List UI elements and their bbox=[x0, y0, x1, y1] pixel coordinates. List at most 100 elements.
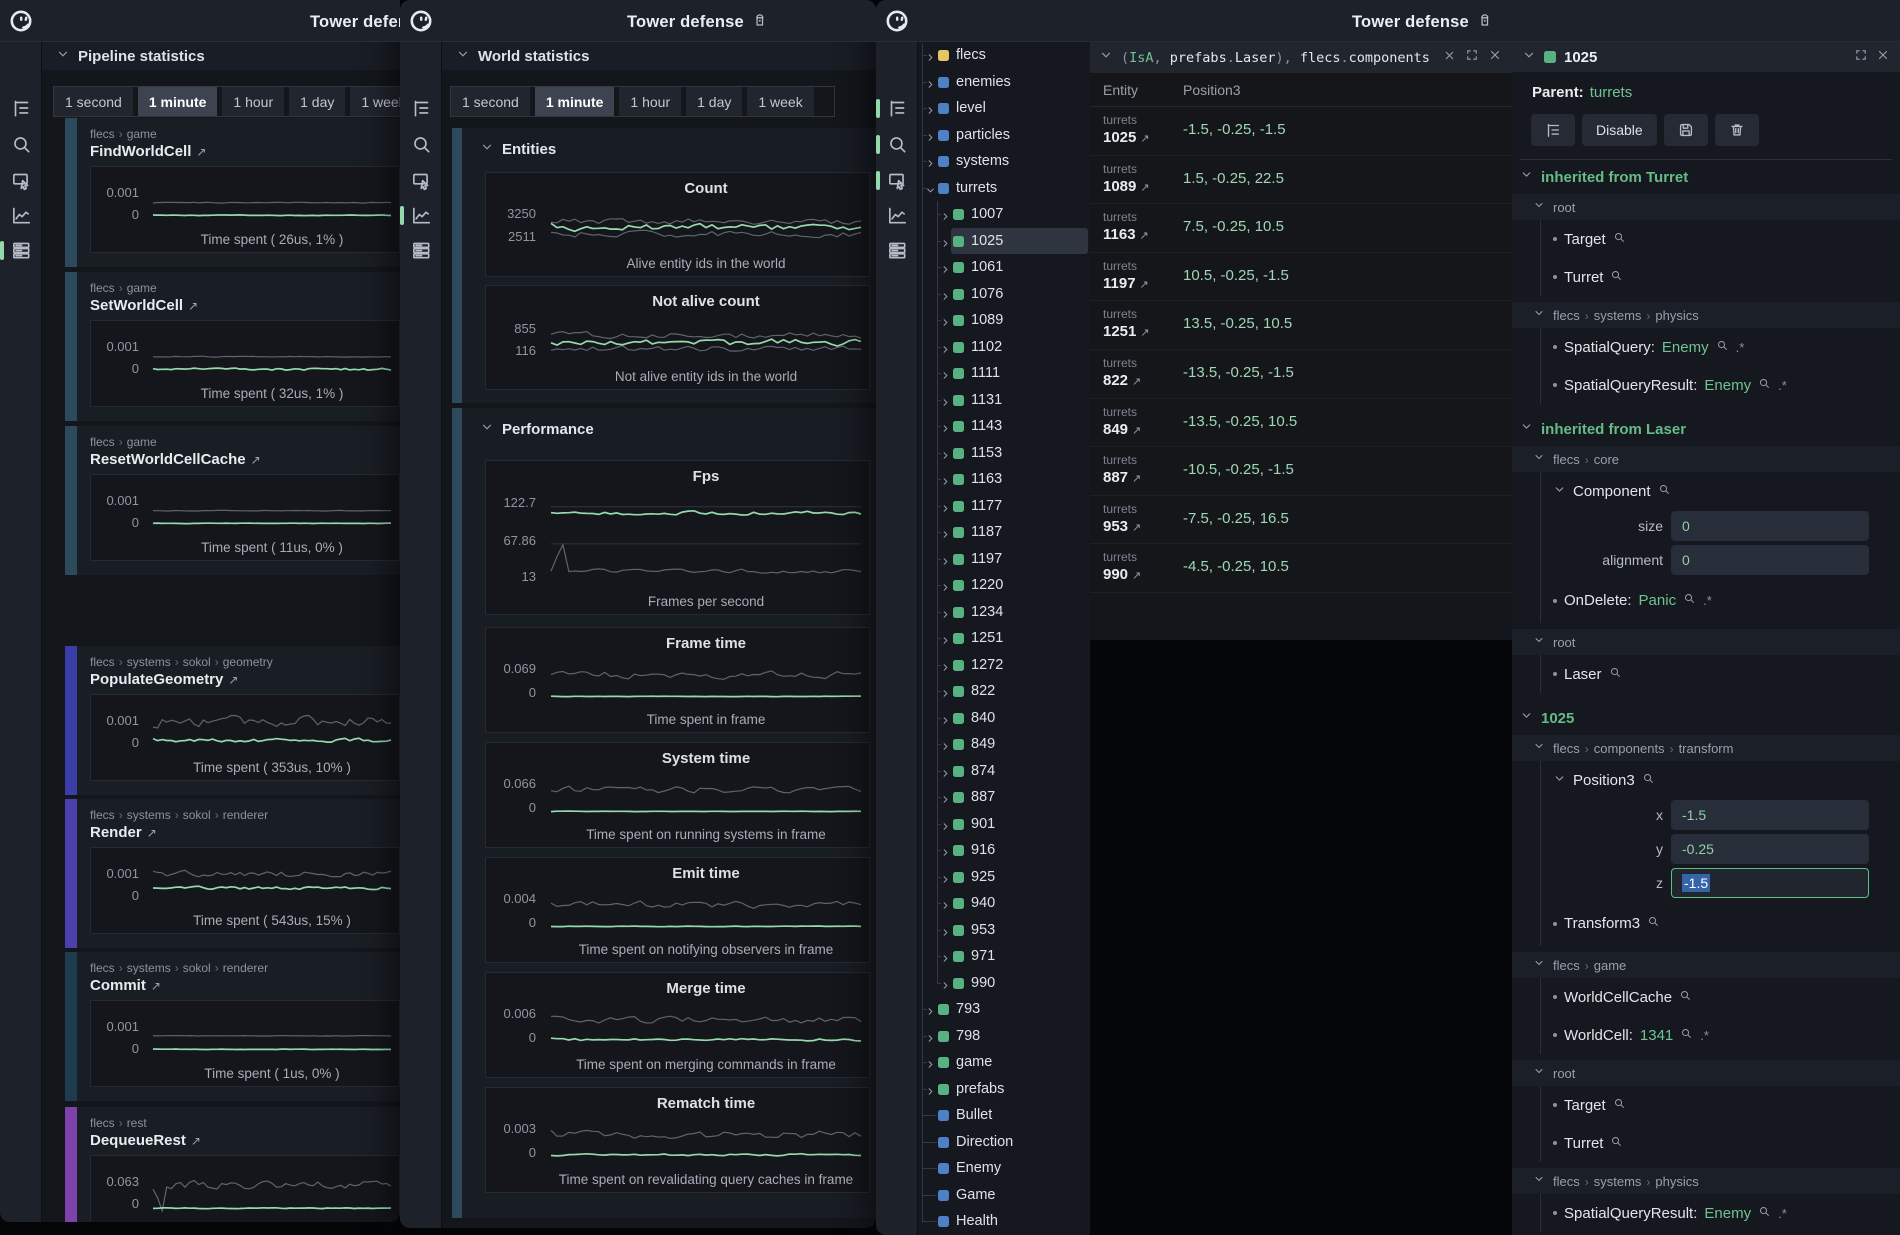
query-result-row[interactable]: turrets 1089 ↗ 1.5, -0.25, 22.5 bbox=[1090, 156, 1512, 205]
external-link-icon[interactable]: ↗ bbox=[1132, 521, 1142, 534]
magnifier-icon[interactable] bbox=[1679, 989, 1692, 1006]
external-link-icon[interactable]: ↗ bbox=[1139, 230, 1149, 243]
tree-item-1197[interactable]: 1197 bbox=[917, 546, 1090, 573]
entity-link[interactable]: 1197 ↗ bbox=[1103, 274, 1149, 292]
tree-item-1025[interactable]: 1025 bbox=[917, 227, 1090, 254]
tab-1-hour[interactable]: 1 hour bbox=[222, 87, 285, 116]
delete-button[interactable] bbox=[1714, 114, 1759, 146]
chevron-right-icon[interactable] bbox=[940, 766, 950, 777]
tree-item-953[interactable]: 953 bbox=[917, 917, 1090, 944]
entity-link[interactable]: 990 ↗ bbox=[1103, 566, 1142, 584]
chevron-right-icon[interactable] bbox=[940, 845, 950, 856]
component-Turret[interactable]: Turret bbox=[1553, 1124, 1900, 1162]
tree-icon[interactable] bbox=[10, 97, 32, 119]
tree-item-1089[interactable]: 1089 bbox=[917, 307, 1090, 334]
entity-link[interactable]: 1163 ↗ bbox=[1103, 226, 1149, 244]
tree-item-798[interactable]: 798 bbox=[917, 1023, 1090, 1050]
component-Target[interactable]: Target bbox=[1553, 1086, 1900, 1124]
scope-bar[interactable]: root bbox=[1512, 629, 1900, 655]
query-result-row[interactable]: turrets 1025 ↗ -1.5, -0.25, -1.5 bbox=[1090, 107, 1512, 156]
scope-bar[interactable]: flecs › systems › physics bbox=[1512, 302, 1900, 328]
chevron-right-icon[interactable] bbox=[940, 978, 950, 989]
show-hierarchy-button[interactable] bbox=[1531, 114, 1575, 146]
tree-item-particles[interactable]: particles bbox=[917, 122, 1090, 149]
chevron-right-icon[interactable] bbox=[940, 289, 950, 300]
chevron-right-icon[interactable] bbox=[940, 342, 950, 353]
field-input-x[interactable]: -1.5 bbox=[1671, 800, 1869, 830]
card-title[interactable]: Render ↗ bbox=[90, 824, 157, 841]
external-link-icon[interactable]: ↗ bbox=[188, 299, 199, 313]
tree-item-systems[interactable]: systems bbox=[917, 148, 1090, 175]
chevron-right-icon[interactable] bbox=[925, 50, 935, 61]
query-result-row[interactable]: turrets 1163 ↗ 7.5, -0.25, 10.5 bbox=[1090, 204, 1512, 253]
tree-item-874[interactable]: 874 bbox=[917, 758, 1090, 785]
inspector-icon[interactable] bbox=[410, 169, 432, 191]
tree-item-Health[interactable]: Health bbox=[917, 1208, 1090, 1235]
scope-bar[interactable]: flecs › core bbox=[1512, 446, 1900, 472]
chevron-right-icon[interactable] bbox=[925, 1057, 935, 1068]
chevron-down-icon[interactable] bbox=[1553, 483, 1566, 500]
external-link-icon[interactable]: ↗ bbox=[146, 826, 157, 840]
component-value[interactable]: 1341 bbox=[1639, 1026, 1674, 1044]
section-header[interactable]: Entities bbox=[480, 140, 556, 159]
field-input-alignment[interactable]: 0 bbox=[1671, 545, 1869, 575]
external-link-icon[interactable]: ↗ bbox=[196, 145, 207, 159]
inspector-icon[interactable] bbox=[886, 169, 908, 191]
tree-item-971[interactable]: 971 bbox=[917, 943, 1090, 970]
inspector-icon[interactable] bbox=[10, 169, 32, 191]
tree-item-1187[interactable]: 1187 bbox=[917, 519, 1090, 546]
chevron-right-icon[interactable] bbox=[925, 77, 935, 88]
tree-item-793[interactable]: 793 bbox=[917, 996, 1090, 1023]
query-expression[interactable]: (IsA, prefabs.Laser), flecs.components bbox=[1121, 49, 1430, 66]
component-SpatialQuery[interactable]: SpatialQuery: Enemy .* bbox=[1553, 328, 1900, 366]
external-link-icon[interactable]: ↗ bbox=[250, 453, 261, 467]
component-value[interactable]: Enemy bbox=[1704, 376, 1752, 394]
component-SpatialQueryResult[interactable]: SpatialQueryResult: Enemy .* bbox=[1553, 1194, 1900, 1232]
field-input-size[interactable]: 0 bbox=[1671, 511, 1869, 541]
chart-icon[interactable] bbox=[410, 204, 432, 226]
chevron-right-icon[interactable] bbox=[940, 819, 950, 830]
entity-link[interactable]: 887 ↗ bbox=[1103, 469, 1142, 487]
magnifier-icon[interactable] bbox=[1716, 339, 1729, 356]
entity-link[interactable]: 1251 ↗ bbox=[1103, 323, 1150, 341]
component-WorldCell[interactable]: WorldCell: 1341 .* bbox=[1553, 1016, 1900, 1054]
table-icon[interactable] bbox=[10, 239, 32, 261]
entity-link[interactable]: 1025 ↗ bbox=[1103, 129, 1150, 146]
field-input-y[interactable]: -0.25 bbox=[1671, 834, 1869, 864]
scope-bar[interactable]: flecs › components › transform bbox=[1512, 735, 1900, 761]
chevron-right-icon[interactable] bbox=[940, 474, 950, 485]
chevron-right-icon[interactable] bbox=[940, 925, 950, 936]
tree-item-Enemy[interactable]: Enemy bbox=[917, 1155, 1090, 1182]
chart-icon[interactable] bbox=[886, 204, 908, 226]
table-icon[interactable] bbox=[886, 239, 908, 261]
external-link-icon[interactable]: ↗ bbox=[1140, 181, 1150, 194]
query-result-row[interactable]: turrets 990 ↗ -4.5, -0.25, 10.5 bbox=[1090, 544, 1512, 593]
chevron-right-icon[interactable] bbox=[940, 209, 950, 220]
tree-item-1076[interactable]: 1076 bbox=[917, 281, 1090, 308]
external-link-icon[interactable]: ↗ bbox=[1140, 133, 1150, 145]
tree-item-916[interactable]: 916 bbox=[917, 837, 1090, 864]
scope-bar[interactable]: root bbox=[1512, 1060, 1900, 1086]
tab-1-minute[interactable]: 1 minute bbox=[534, 87, 615, 116]
magnifier-icon[interactable] bbox=[1647, 915, 1660, 932]
tab-1-day[interactable]: 1 day bbox=[686, 87, 743, 116]
magnifier-icon[interactable] bbox=[1658, 483, 1671, 500]
tree-item-1143[interactable]: 1143 bbox=[917, 413, 1090, 440]
save-button[interactable] bbox=[1663, 114, 1708, 146]
chevron-right-icon[interactable] bbox=[940, 368, 950, 379]
card-title[interactable]: DequeueRest ↗ bbox=[90, 1132, 201, 1149]
component-OnDelete[interactable]: OnDelete: Panic .* bbox=[1553, 578, 1900, 623]
tree-item-Direction[interactable]: Direction bbox=[917, 1129, 1090, 1156]
tree-item-1220[interactable]: 1220 bbox=[917, 572, 1090, 599]
card-title[interactable]: SetWorldCell ↗ bbox=[90, 297, 199, 314]
tree-item-flecs[interactable]: flecs bbox=[917, 42, 1090, 69]
chevron-right-icon[interactable] bbox=[940, 739, 950, 750]
external-link-icon[interactable]: ↗ bbox=[1132, 570, 1142, 583]
tree-item-849[interactable]: 849 bbox=[917, 731, 1090, 758]
tree-item-1234[interactable]: 1234 bbox=[917, 599, 1090, 626]
chevron-down-icon[interactable] bbox=[925, 183, 935, 193]
chevron-right-icon[interactable] bbox=[940, 580, 950, 591]
tree-icon[interactable] bbox=[886, 97, 908, 119]
tree-item-1251[interactable]: 1251 bbox=[917, 625, 1090, 652]
table-icon[interactable] bbox=[410, 239, 432, 261]
